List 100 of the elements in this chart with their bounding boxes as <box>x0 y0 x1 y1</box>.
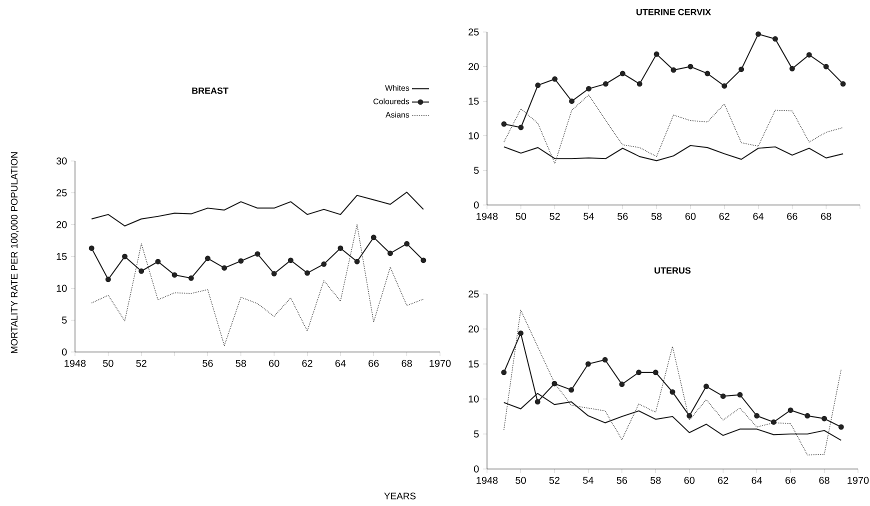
x-tick-label: 50 <box>516 476 526 484</box>
point <box>188 275 194 281</box>
x-tick-label: 66 <box>368 360 379 367</box>
point <box>304 270 310 276</box>
y-tick-label: 25 <box>468 290 479 298</box>
point <box>822 416 828 422</box>
point <box>404 241 410 247</box>
point <box>686 413 692 419</box>
point <box>172 272 178 278</box>
x-tick-label: 58 <box>236 360 246 367</box>
point <box>620 70 626 76</box>
point <box>552 76 558 82</box>
point <box>222 265 228 271</box>
line-series <box>91 192 424 226</box>
y-tick-label: 0 <box>62 348 67 356</box>
point <box>155 258 161 264</box>
point <box>569 98 575 104</box>
point <box>338 245 344 251</box>
y-axis-title: MORTALITY RATE PER 100,000 POPULATION <box>10 152 19 354</box>
point <box>105 276 111 282</box>
point <box>619 382 625 388</box>
point <box>387 250 393 256</box>
x-tick-label: 58 <box>651 212 662 220</box>
line-series <box>503 144 844 162</box>
x-tick-label: 1970 <box>430 360 451 367</box>
y-tick-label: 0 <box>474 201 479 209</box>
y-tick-label: 20 <box>468 325 479 333</box>
x-tick-label: 62 <box>302 360 312 367</box>
point <box>838 424 844 430</box>
chart-title: UTERINE CERVIX <box>636 8 711 16</box>
point <box>804 413 810 419</box>
x-tick-label: 58 <box>650 476 661 484</box>
point <box>670 67 676 73</box>
point <box>756 31 762 37</box>
line-series <box>504 94 844 164</box>
point <box>636 81 642 87</box>
y-tick-label: 5 <box>474 430 479 438</box>
y-tick-label: 30 <box>56 157 67 165</box>
point <box>788 407 794 413</box>
point <box>806 52 812 58</box>
x-tick-label: 68 <box>819 476 830 484</box>
x-tick-label: 1948 <box>476 212 498 220</box>
y-tick-label: 10 <box>56 284 67 292</box>
point <box>738 66 744 72</box>
x-tick-label: 54 <box>583 476 594 484</box>
point <box>88 245 94 251</box>
y-tick-label: 10 <box>468 395 479 403</box>
x-tick-label: 68 <box>402 360 412 367</box>
point <box>722 83 728 89</box>
point <box>122 254 128 260</box>
x-tick-label: 56 <box>202 360 213 367</box>
x-tick-label: 52 <box>136 360 146 367</box>
point <box>602 81 608 87</box>
point <box>737 392 743 398</box>
point <box>354 258 360 264</box>
x-tick-label: 56 <box>618 212 628 220</box>
y-tick-label: 0 <box>474 465 479 473</box>
x-tick-label: 64 <box>335 360 346 367</box>
point <box>789 66 795 72</box>
point <box>670 389 676 395</box>
x-tick-label: 64 <box>752 476 762 484</box>
point <box>568 387 574 393</box>
y-tick-label: 15 <box>56 253 67 260</box>
x-tick-label: 52 <box>550 212 560 220</box>
point <box>585 361 591 367</box>
x-tick-label: 50 <box>516 212 526 220</box>
point <box>770 419 776 425</box>
point <box>772 36 778 42</box>
y-tick-label: 25 <box>56 189 67 196</box>
line-series <box>503 310 842 456</box>
point <box>501 370 507 376</box>
chart-title: UTERUS <box>654 267 691 274</box>
x-tick-label: 64 <box>753 212 764 220</box>
x-tick-label: 1948 <box>64 360 86 367</box>
x-tick-label: 50 <box>103 360 114 367</box>
x-tick-label: 66 <box>786 476 796 484</box>
point <box>420 258 426 264</box>
point <box>602 357 608 363</box>
point <box>703 384 709 390</box>
point <box>636 370 642 376</box>
y-tick-label: 15 <box>468 98 479 105</box>
y-tick-label: 20 <box>468 63 479 70</box>
point <box>518 124 524 130</box>
point <box>688 64 694 70</box>
point <box>535 82 541 88</box>
x-tick-label: 54 <box>584 212 594 220</box>
y-tick-label: 25 <box>468 28 479 36</box>
text: YEARS <box>384 492 416 500</box>
y-tick-label: 15 <box>468 360 479 368</box>
x-tick-label: 62 <box>719 212 730 220</box>
point <box>501 121 507 127</box>
x-tick-label: 60 <box>684 476 695 484</box>
x-tick-label: 1970 <box>848 476 869 484</box>
y-tick-label: 5 <box>62 316 67 324</box>
point <box>321 261 327 267</box>
point <box>271 270 277 276</box>
point <box>654 51 660 57</box>
x-tick-label: 52 <box>549 476 560 484</box>
chart-title: BREAST <box>192 88 228 94</box>
point <box>704 70 710 76</box>
